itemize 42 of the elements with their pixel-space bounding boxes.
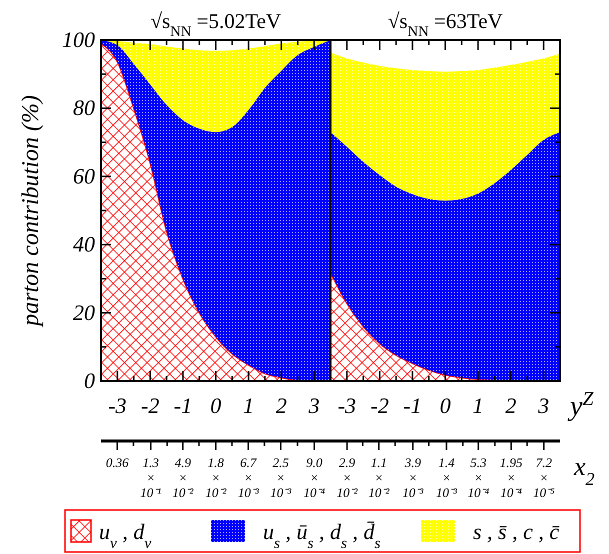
- legend-label: s , s̄ , c , c̄: [473, 519, 560, 544]
- x-tick-label: 3: [308, 393, 320, 418]
- legend-label: u$_{s}$ , ū$_{s}$ , d$_{s}$ , d̄$_{s}$: [263, 519, 380, 552]
- x-tick-label: 3: [537, 393, 550, 418]
- x2-tick-label: 2.9 × 10⁻²: [336, 455, 359, 500]
- x2-tick-label: 1.8 × 10⁻²: [205, 455, 228, 500]
- x2-tick-label: 7.2 × 10⁻⁵: [533, 455, 556, 500]
- x2-tick-label: 4.9 × 10⁻²: [172, 455, 194, 500]
- x2-tick-label: 2.5 × 10⁻³: [270, 455, 292, 500]
- chart-title: √s$_{NN}$ =63TeV: [388, 9, 503, 40]
- legend-label: u$_{v}$ , d$_{v}$: [99, 519, 152, 552]
- chart-title: √s$_{NN}$ =5.02TeV: [150, 9, 282, 40]
- x2-tick-label: 1.3 × 10⁻¹: [140, 455, 162, 500]
- x-tick-label: -2: [141, 393, 160, 418]
- y-tick-label: 20: [73, 300, 95, 325]
- x-tick-label: -1: [403, 393, 422, 418]
- x-tick-label: -3: [338, 393, 356, 418]
- x-tick-label: 2: [276, 393, 287, 418]
- x2-tick-label: 5.3 × 10⁻⁴: [468, 455, 490, 500]
- x-tick-label: 1: [472, 393, 484, 418]
- x-tick-label: 1: [243, 393, 254, 418]
- x2-tick-label: 6.7 × 10⁻³: [238, 455, 260, 500]
- y-tick-label: 60: [73, 163, 95, 188]
- y-axis-title: parton contribution (%): [18, 95, 44, 328]
- x-tick-label: -3: [108, 393, 127, 418]
- x-axis-title: y$^{Z}$: [567, 388, 594, 422]
- x-tick-label: 2: [505, 393, 516, 418]
- x2-tick-label: 0.36: [106, 455, 130, 470]
- x-tick-label: 0: [440, 393, 451, 418]
- x2-tick-label: 1.1 × 10⁻²: [368, 455, 390, 500]
- y-tick-label: 80: [73, 95, 95, 120]
- x-tick-label: -1: [174, 393, 192, 418]
- y-tick-label: 0: [84, 368, 95, 393]
- y-tick-label: 40: [73, 232, 95, 257]
- x2-tick-label: 1.4 × 10⁻³: [436, 455, 458, 500]
- x2-axis-title: x$_{2}$: [573, 452, 595, 489]
- x2-tick-label: 1.95 × 10⁻⁴: [500, 455, 524, 500]
- x2-tick-label: 9.0 × 10⁻⁴: [304, 455, 326, 500]
- x2-tick-label: 3.9 × 10⁻³: [402, 455, 424, 500]
- x-tick-label: 0: [210, 393, 222, 418]
- x-tick-label: -2: [370, 393, 389, 418]
- y-tick-label: 100: [62, 27, 95, 52]
